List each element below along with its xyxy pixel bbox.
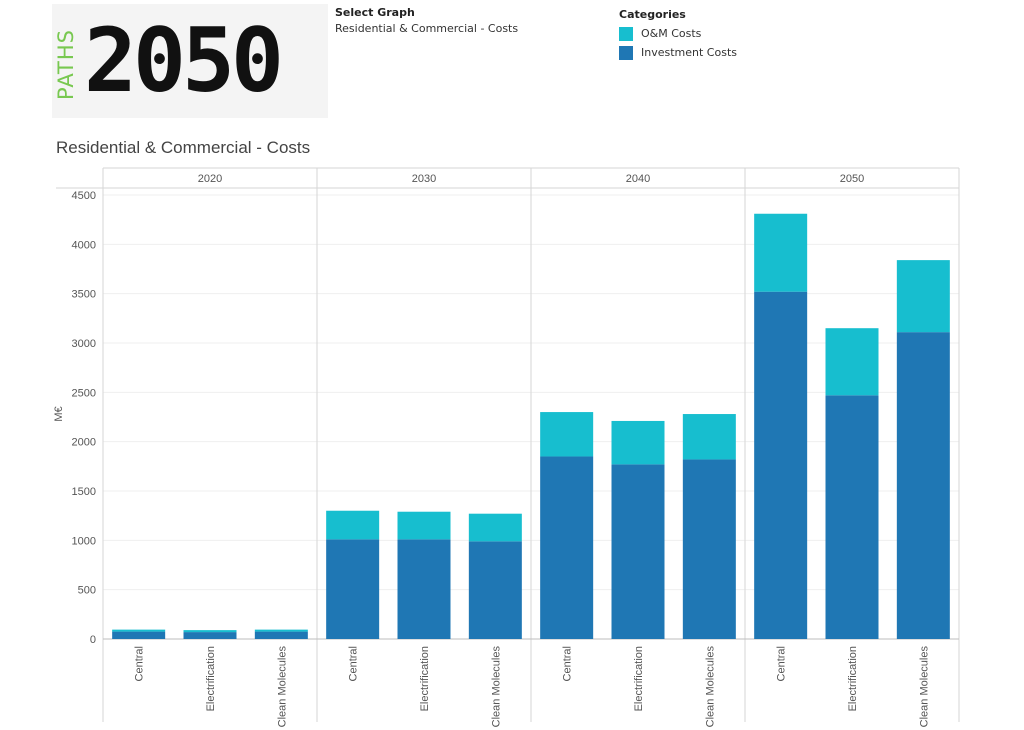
x-category-label: Electrification: [205, 646, 217, 711]
bar-investment-2040-2: [682, 459, 736, 639]
group-header-2040: 2040: [626, 173, 650, 185]
x-category-label: Central: [562, 646, 574, 681]
bar-investment-2020-0: [112, 631, 166, 639]
bar-om-2040-1: [611, 420, 665, 465]
y-tick-label: 3000: [72, 338, 96, 350]
group-header-2050: 2050: [840, 173, 864, 185]
y-tick-label: 500: [78, 585, 96, 597]
bar-investment-2040-1: [611, 464, 665, 639]
bar-om-2020-0: [112, 629, 166, 632]
y-tick-label: 1500: [72, 486, 96, 498]
bar-investment-2050-2: [896, 332, 950, 639]
bar-om-2030-0: [326, 510, 380, 540]
y-tick-label: 0: [90, 634, 96, 646]
legend-swatch-investment: [619, 45, 633, 60]
chart-title: Residential & Commercial - Costs: [56, 138, 311, 157]
bar-om-2030-2: [468, 513, 522, 542]
bar-om-2050-1: [825, 328, 879, 396]
bar-investment-2030-1: [397, 539, 451, 639]
x-category-label: Central: [348, 646, 360, 681]
bar-om-2050-0: [754, 213, 808, 292]
x-category-label: Central: [776, 646, 788, 681]
bar-investment-2030-0: [326, 539, 380, 639]
paths2050-logo: PATHS 2050: [52, 4, 328, 118]
x-category-label: Electrification: [847, 646, 859, 711]
categories-legend: Categories O&M Costs Investment Costs: [619, 8, 737, 62]
select-graph-label: Select Graph: [335, 6, 415, 19]
y-axis-label: M€: [53, 406, 65, 421]
bar-investment-2050-1: [825, 395, 879, 639]
bar-investment-2020-2: [254, 631, 308, 639]
select-graph-value[interactable]: Residential & Commercial - Costs: [335, 22, 519, 35]
x-category-label: Clean Molecules: [276, 646, 288, 728]
legend-item-om[interactable]: O&M Costs: [619, 24, 737, 43]
y-tick-label: 3500: [72, 289, 96, 301]
select-graph-filter[interactable]: Select Graph Residential & Commercial - …: [335, 6, 518, 35]
bar-investment-2050-0: [754, 291, 808, 639]
group-header-2030: 2030: [412, 173, 436, 185]
x-category-label: Clean Molecules: [704, 646, 716, 728]
group-header-2020: 2020: [198, 173, 222, 185]
y-tick-label: 4500: [72, 190, 96, 202]
x-category-label: Clean Molecules: [918, 646, 930, 728]
bar-om-2040-0: [540, 412, 594, 457]
x-category-label: Electrification: [419, 646, 431, 711]
legend-item-investment[interactable]: Investment Costs: [619, 43, 737, 62]
bar-investment-2020-1: [183, 632, 237, 639]
legend-item-investment-label: Investment Costs: [641, 46, 737, 59]
legend-label: Categories: [619, 8, 686, 21]
bar-om-2040-2: [682, 414, 736, 460]
logo-year-text: 2050: [84, 9, 284, 112]
bar-om-2020-2: [254, 629, 308, 632]
x-category-label: Clean Molecules: [490, 646, 502, 728]
x-category-label: Central: [134, 646, 146, 681]
bar-om-2030-1: [397, 511, 451, 540]
legend-item-om-label: O&M Costs: [641, 27, 702, 40]
bar-investment-2030-2: [468, 541, 522, 639]
y-tick-label: 2000: [72, 437, 96, 449]
bar-om-2020-1: [183, 630, 237, 633]
y-tick-label: 4000: [72, 239, 96, 251]
legend-swatch-om: [619, 26, 633, 41]
bar-investment-2040-0: [540, 456, 594, 639]
bar-om-2050-2: [896, 260, 950, 333]
y-tick-label: 2500: [72, 387, 96, 399]
y-tick-label: 1000: [72, 535, 96, 547]
x-category-label: Electrification: [633, 646, 645, 711]
